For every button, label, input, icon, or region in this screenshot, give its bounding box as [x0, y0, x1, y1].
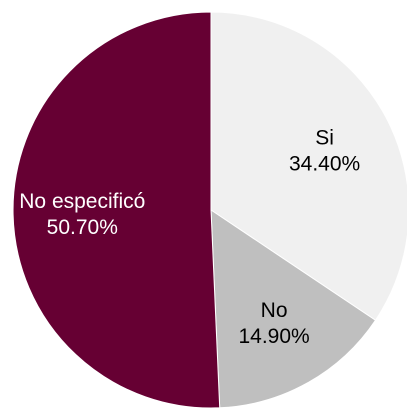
pie-slice-value-1: 14.90% — [238, 325, 309, 348]
pie-slice-value-2: 50.70% — [47, 216, 118, 239]
pie-slice-label-1: No 14.90% — [238, 299, 309, 348]
pie-slice-category-0: Si — [315, 126, 334, 149]
pie-slices — [12, 11, 407, 409]
pie-slice-2 — [12, 11, 221, 409]
pie-slice-label-0: Si 34.40% — [289, 126, 360, 175]
pie-slice-0 — [210, 11, 407, 321]
pie-slice-category-1: No — [261, 299, 288, 322]
pie-slice-1 — [210, 209, 377, 409]
pie-slice-value-0: 34.40% — [289, 152, 360, 175]
pie-slice-label-2: No especificó 50.70% — [19, 190, 145, 239]
pie-labels: Si 34.40% No 14.90% No especificó 50.70% — [19, 126, 360, 348]
pie-slice-category-2: No especificó — [19, 190, 145, 213]
